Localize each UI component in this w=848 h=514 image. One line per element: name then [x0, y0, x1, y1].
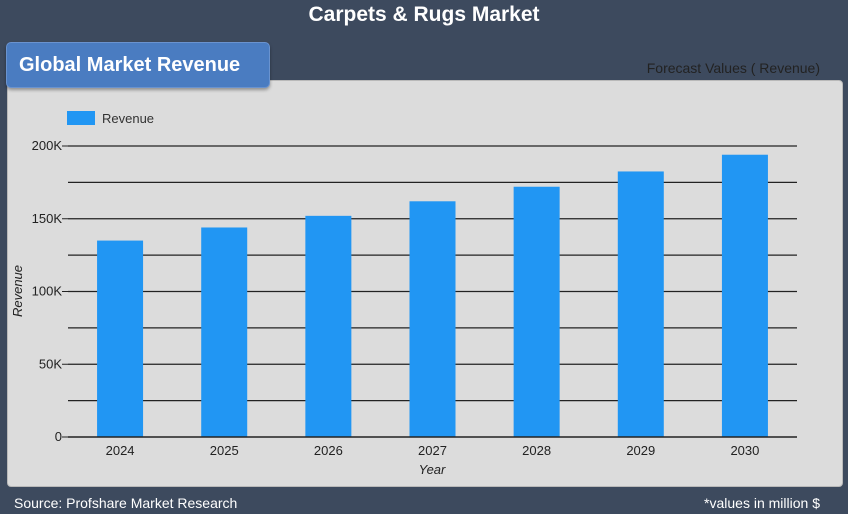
x-tick-label: 2030: [730, 443, 759, 458]
x-axis-title: Year: [419, 462, 446, 477]
bars: [97, 154, 768, 438]
bar-2030: [721, 154, 768, 438]
forecast-note: Forecast Values ( Revenue): [646, 60, 820, 76]
y-tick-label: 150K: [32, 211, 63, 226]
y-tick-label: 100K: [32, 284, 63, 299]
bar-2026: [305, 215, 352, 437]
y-tick-label: 200K: [32, 138, 63, 153]
x-tick-label: 2029: [626, 443, 655, 458]
x-tick-label: 2027: [418, 443, 447, 458]
axes: 0 50K 100K 150K 200K 2024 2025 2026 2027 2028 2029…: [32, 138, 797, 458]
page-title: Carpets & Rugs Market: [308, 3, 540, 26]
units-note: *values in million $: [704, 495, 820, 511]
y-axis-title: Revenue: [10, 265, 25, 317]
x-tick-label: 2024: [106, 443, 135, 458]
legend-swatch: [67, 111, 95, 125]
legend-label: Revenue: [102, 111, 154, 126]
x-tick-label: 2025: [210, 443, 239, 458]
y-tick-label: 0: [55, 429, 62, 444]
x-tick-label: 2028: [522, 443, 551, 458]
bar-2025: [201, 227, 248, 437]
section-badge: Global Market Revenue: [6, 42, 270, 88]
bar-2024: [97, 240, 144, 437]
x-tick-label: 2026: [314, 443, 343, 458]
y-tick-label: 50K: [39, 356, 62, 371]
legend: Revenue: [67, 111, 154, 126]
bar-2029: [617, 171, 664, 437]
bar-2028: [513, 186, 560, 437]
bar-2027: [409, 201, 456, 437]
source-note: Source: Profshare Market Research: [14, 495, 238, 511]
